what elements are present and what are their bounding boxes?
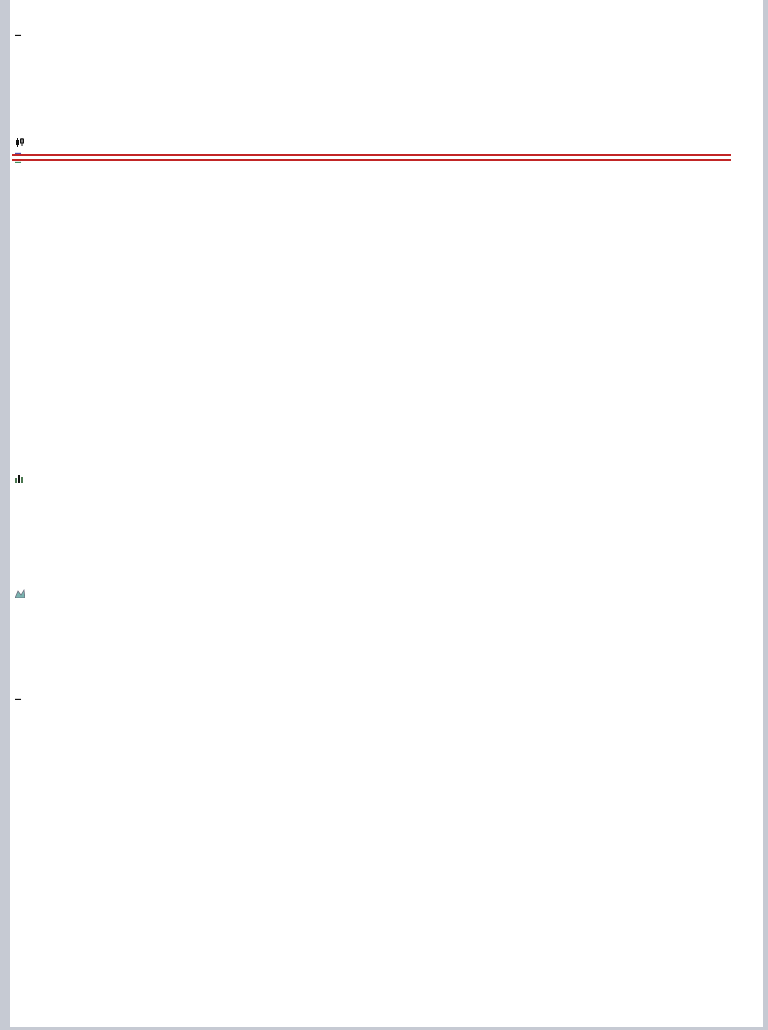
ratio-legend: — <box>15 694 23 705</box>
ppo-legend: — <box>15 30 23 41</box>
resistance-line-1 <box>12 154 731 156</box>
rsi-legend <box>15 589 25 600</box>
chart-header <box>10 0 762 28</box>
volume-legend <box>15 474 23 485</box>
ma50-legend: — <box>15 148 23 159</box>
ema20-legend: — <box>15 157 23 168</box>
frame-bottom <box>0 1027 768 1030</box>
resistance-line-2 <box>12 159 731 161</box>
frame-right <box>763 0 768 1030</box>
ratio-line-icon: — <box>15 694 22 705</box>
ma50-line-icon: — <box>15 148 21 159</box>
ema20-line-icon: — <box>15 157 22 168</box>
ppo-line-icon: — <box>15 30 22 41</box>
price-legend-title <box>15 138 24 149</box>
frame-left <box>0 0 10 1030</box>
